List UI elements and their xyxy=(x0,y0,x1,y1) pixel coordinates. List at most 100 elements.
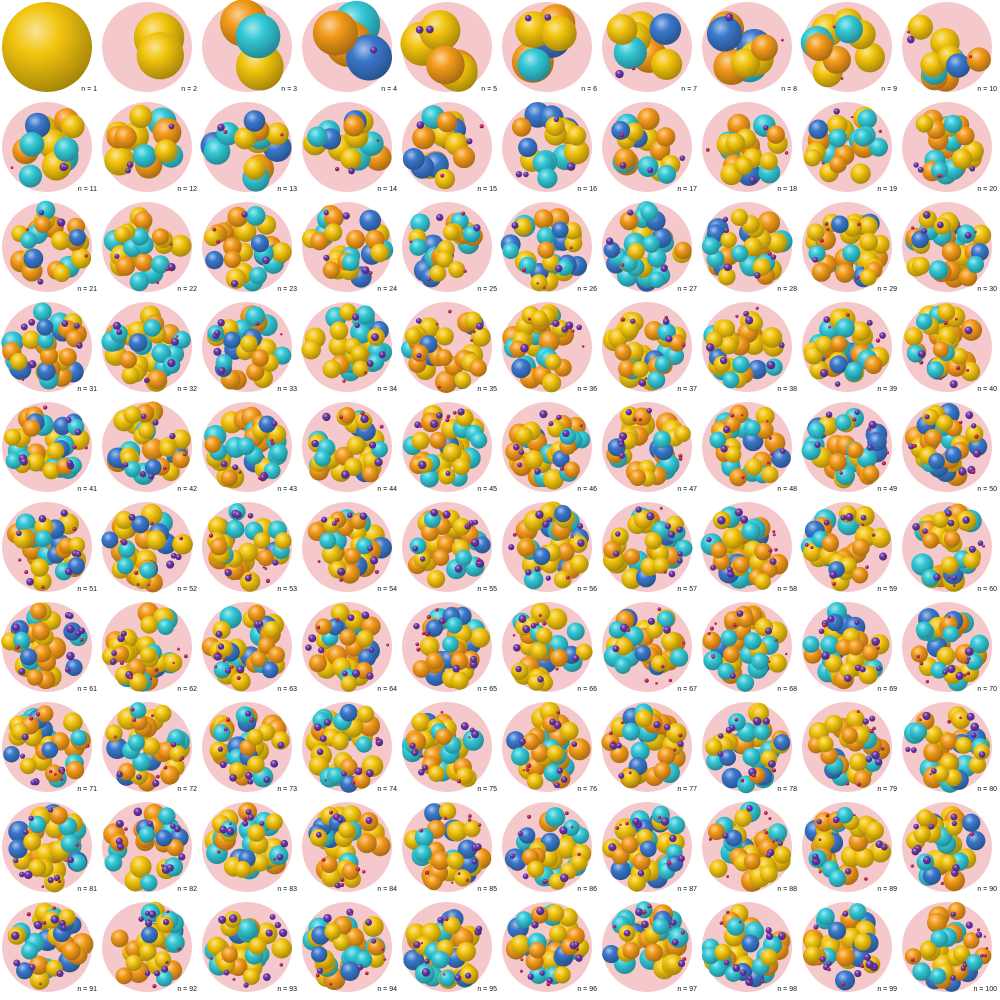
sphere xyxy=(732,964,741,972)
packing-illustration xyxy=(701,902,792,992)
sphere xyxy=(178,853,186,861)
panel-label: n = 5 xyxy=(481,86,497,93)
sphere xyxy=(147,369,167,390)
sphere xyxy=(250,650,268,668)
sphere xyxy=(842,244,861,263)
sphere xyxy=(867,444,874,451)
sphere xyxy=(677,855,685,863)
sphere xyxy=(563,222,582,240)
sphere xyxy=(374,569,379,574)
sphere xyxy=(929,772,932,776)
sphere xyxy=(865,565,869,569)
sphere xyxy=(864,877,868,881)
sphere xyxy=(550,648,569,667)
sphere xyxy=(906,344,925,363)
sphere xyxy=(774,547,778,552)
sphere xyxy=(556,259,574,276)
sphere xyxy=(924,414,930,420)
sphere xyxy=(849,752,868,772)
sphere xyxy=(75,843,80,847)
sphere xyxy=(919,661,924,666)
sphere xyxy=(707,631,711,636)
sphere xyxy=(751,773,756,778)
packing-illustration xyxy=(402,402,492,492)
packing-illustration xyxy=(202,0,292,92)
sphere xyxy=(517,831,523,837)
sphere xyxy=(848,903,867,921)
packing-panel: n = 81 xyxy=(0,800,100,900)
panel-label: n = 28 xyxy=(777,286,797,293)
sphere xyxy=(769,452,774,456)
sphere xyxy=(219,825,227,834)
sphere xyxy=(640,203,659,222)
sphere xyxy=(277,741,285,749)
sphere xyxy=(66,459,74,467)
sphere xyxy=(469,660,478,669)
sphere xyxy=(854,128,873,147)
sphere xyxy=(760,948,778,966)
sphere xyxy=(316,748,324,756)
sphere xyxy=(58,347,77,367)
sphere xyxy=(609,731,613,736)
sphere xyxy=(361,266,370,275)
sphere xyxy=(944,446,962,464)
sphere xyxy=(410,213,431,234)
sphere xyxy=(365,971,369,976)
sphere xyxy=(664,954,684,974)
sphere xyxy=(835,318,855,338)
panel-label: n = 49 xyxy=(877,486,897,493)
sphere xyxy=(536,282,539,285)
packing-illustration xyxy=(802,202,892,292)
packing-panel: n = 40 xyxy=(900,300,1000,400)
sphere xyxy=(553,782,560,789)
sphere xyxy=(769,436,772,440)
panel-label: n = 22 xyxy=(177,286,197,293)
sphere xyxy=(249,718,254,723)
sphere xyxy=(369,271,373,275)
sphere xyxy=(125,954,142,972)
sphere xyxy=(966,47,991,72)
sphere xyxy=(861,523,864,527)
panel-label: n = 34 xyxy=(377,386,397,393)
packing-illustration xyxy=(601,702,692,792)
sphere xyxy=(47,876,54,884)
sphere xyxy=(148,473,155,480)
packing-illustration xyxy=(202,902,292,992)
sphere xyxy=(457,839,477,859)
sphere xyxy=(209,537,228,556)
sphere xyxy=(150,521,154,526)
sphere xyxy=(865,821,884,840)
sphere xyxy=(824,222,829,226)
sphere xyxy=(134,570,139,575)
panel-label: n = 63 xyxy=(277,686,297,693)
sphere xyxy=(152,117,182,147)
sphere xyxy=(854,847,875,868)
sphere xyxy=(731,244,749,263)
sphere xyxy=(140,926,158,944)
packing-panel: n = 22 xyxy=(100,200,200,300)
packing-illustration xyxy=(602,901,692,992)
sphere xyxy=(880,746,885,751)
panel-label: n = 57 xyxy=(677,586,697,593)
sphere xyxy=(527,317,531,321)
sphere xyxy=(335,617,340,622)
sphere xyxy=(975,931,983,939)
sphere xyxy=(677,558,683,564)
sphere xyxy=(671,938,679,946)
sphere xyxy=(315,618,332,636)
sphere xyxy=(834,15,863,44)
sphere xyxy=(33,302,52,322)
sphere xyxy=(549,718,556,726)
sphere xyxy=(743,310,750,317)
sphere xyxy=(736,610,744,617)
sphere xyxy=(421,523,439,542)
sphere xyxy=(876,665,882,672)
sphere xyxy=(980,953,984,958)
sphere xyxy=(755,421,774,439)
sphere xyxy=(251,349,269,367)
sphere xyxy=(280,839,289,848)
sphere xyxy=(26,452,46,472)
sphere xyxy=(177,647,180,651)
sphere xyxy=(620,317,626,322)
sphere xyxy=(356,867,361,872)
